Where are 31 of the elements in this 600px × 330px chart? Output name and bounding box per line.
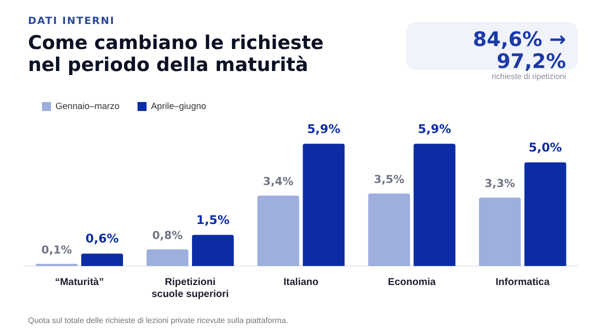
bar [368,194,410,266]
x-tick-label: Italiano [283,276,319,288]
legend-label: Gennaio–marzo [56,100,120,111]
chart-title: Come cambiano le richieste nel periodo della maturità [28,32,325,76]
text: 84,6% → 97,2% [472,26,566,73]
chart-subtitle: DATI INTERNI [28,16,115,27]
data-label: 3,3% [484,177,516,190]
x-tick-label: “Maturità” [54,276,104,288]
x-tick-label: Informatica [496,276,550,288]
bar [81,254,124,266]
bar [414,144,456,266]
data-label: 5,0% [528,140,562,155]
data-label: 5,9% [418,122,452,136]
legend-label: Aprile–giugno [151,100,206,111]
x-tick-label: Economia [388,276,436,288]
bar [146,249,188,266]
data-label: 5,9% [307,122,340,136]
text: Quota sul totale delle richieste di lezioni private ricevute sulla piattaforma. [28,316,288,325]
data-label: 0,8% [152,228,183,242]
bar [192,234,234,266]
data-label: 3,4% [263,174,294,188]
data-label: 1,5% [196,213,230,228]
text: richieste di ripetizioni [490,72,566,81]
x-tick-label: Ripetizioni scuole superiori [152,276,230,300]
bar [257,196,300,266]
data-label: 0,6% [85,232,119,246]
data-label: 0,1% [41,243,72,256]
bar [524,162,566,266]
bar [302,144,345,266]
bar [478,198,521,266]
data-label: 3,5% [374,172,404,186]
